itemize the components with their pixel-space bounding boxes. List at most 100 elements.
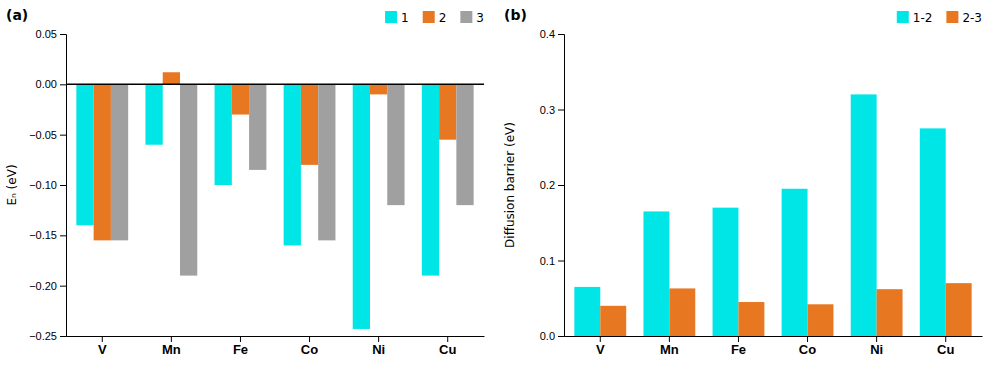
legend: 1-2 2-3 (897, 11, 982, 25)
x-tick-mark (378, 336, 379, 342)
bar (669, 288, 695, 336)
x-tick-label: Cu (937, 342, 954, 357)
x-tick: Co (301, 336, 318, 357)
legend-label: 2 (439, 11, 447, 25)
legend: 1 2 3 (385, 11, 484, 25)
x-tick: Mn (162, 336, 181, 357)
panel-label: (a) (6, 7, 28, 23)
y-axis: 0.00.10.20.30.4 (540, 28, 565, 342)
x-tick: Fe (731, 336, 746, 357)
legend-item: 3 (460, 11, 484, 25)
legend-label: 1 (401, 11, 409, 25)
y-tick: 0.1 (540, 255, 564, 267)
bar (387, 84, 404, 205)
legend-swatch (946, 11, 958, 23)
bar (920, 128, 946, 336)
legend-swatch (460, 11, 472, 23)
bar (877, 289, 903, 336)
y-axis: −0.25 −0.20 −0.15 −0.10 −0.05 0.00 0.05 (29, 28, 66, 342)
bar (145, 84, 162, 144)
legend-swatch (385, 11, 397, 23)
x-tick: Ni (870, 336, 883, 357)
x-tick: Cu (937, 336, 954, 357)
y-axis-title: Diffusion barrier (eV) (503, 122, 517, 248)
y-tick: −0.10 (29, 179, 66, 191)
bar (370, 84, 387, 94)
y-tick-label: −0.05 (29, 129, 57, 141)
y-tick: 0.4 (540, 28, 564, 40)
y-tick-label: 0.00 (36, 78, 57, 90)
x-tick-mark (447, 336, 448, 342)
bar (600, 306, 626, 336)
y-tick-mark (60, 336, 66, 337)
y-tick-label: −0.25 (29, 330, 57, 342)
x-tick-label: V (596, 342, 605, 357)
x-tick: V (98, 336, 107, 357)
bar-series (94, 72, 457, 240)
bar (111, 84, 128, 240)
bar (76, 84, 93, 225)
x-tick-mark (876, 336, 877, 342)
x-tick: Cu (439, 336, 456, 357)
y-tick: 0.2 (540, 179, 564, 191)
bar (301, 84, 318, 165)
legend-item: 1 (385, 11, 409, 25)
legend-item: 1-2 (897, 11, 933, 25)
legend-item: 2-3 (946, 11, 982, 25)
legend-label: 2-3 (962, 11, 982, 25)
panel: 0.00.10.20.30.4VMnFeCoNiCuDiffusion barr… (503, 7, 983, 357)
x-tick-mark (240, 336, 241, 342)
y-tick: 0.00 (36, 78, 66, 90)
bar-series (600, 283, 971, 336)
x-axis: V Mn Fe Co Ni Cu (565, 336, 983, 357)
x-tick: Ni (372, 336, 385, 357)
y-tick-label: −0.10 (29, 179, 57, 191)
x-tick-label: Co (799, 342, 816, 357)
y-tick: 0.05 (36, 28, 66, 40)
bar (808, 304, 834, 336)
bar-series (111, 84, 474, 275)
y-tick-mark (558, 336, 564, 337)
x-tick: Co (799, 336, 816, 357)
legend-swatch (897, 11, 909, 23)
y-tick-mark (60, 84, 66, 85)
x-tick: Fe (233, 336, 248, 357)
bar (163, 72, 180, 84)
x-tick-label: Ni (372, 342, 385, 357)
y-tick: −0.15 (29, 229, 66, 241)
y-tick: 0.0 (540, 330, 564, 342)
panel: −0.25 −0.20 −0.15 −0.10 −0.05 0.00 0.05 V Mn Fe Co… (5, 7, 485, 357)
x-axis: V Mn Fe Co Ni Cu (67, 336, 485, 357)
x-tick-mark (171, 336, 172, 342)
y-axis-title: Eₙ (eV) (5, 164, 19, 205)
x-tick-mark (102, 336, 103, 342)
bar (215, 84, 232, 185)
bar (94, 84, 111, 240)
axis-domain (67, 336, 485, 337)
legend-item: 2 (423, 11, 447, 25)
bars (76, 72, 473, 329)
axis-domain (565, 336, 983, 337)
x-tick: V (596, 336, 605, 357)
bar (439, 84, 456, 139)
y-tick-label: 0.1 (540, 255, 555, 267)
y-tick: −0.20 (29, 280, 66, 292)
x-tick-label: Mn (660, 342, 679, 357)
bar (180, 84, 197, 275)
x-tick-label: Fe (731, 342, 746, 357)
y-tick-mark (558, 34, 564, 35)
legend-label: 3 (476, 11, 484, 25)
bar (851, 94, 877, 336)
y-tick-mark (60, 185, 66, 186)
y-tick-mark (60, 286, 66, 287)
figure: −0.25 −0.20 −0.15 −0.10 −0.05 0.00 0.05 V Mn Fe Co… (0, 0, 996, 372)
y-tick: −0.05 (29, 129, 66, 141)
x-tick: Mn (660, 336, 679, 357)
y-tick-mark (60, 235, 66, 236)
x-tick-mark (945, 336, 946, 342)
y-tick: −0.25 (29, 330, 66, 342)
x-tick-label: Ni (870, 342, 883, 357)
bar (643, 211, 669, 336)
x-tick-label: Cu (439, 342, 456, 357)
y-tick-label: −0.20 (29, 280, 57, 292)
